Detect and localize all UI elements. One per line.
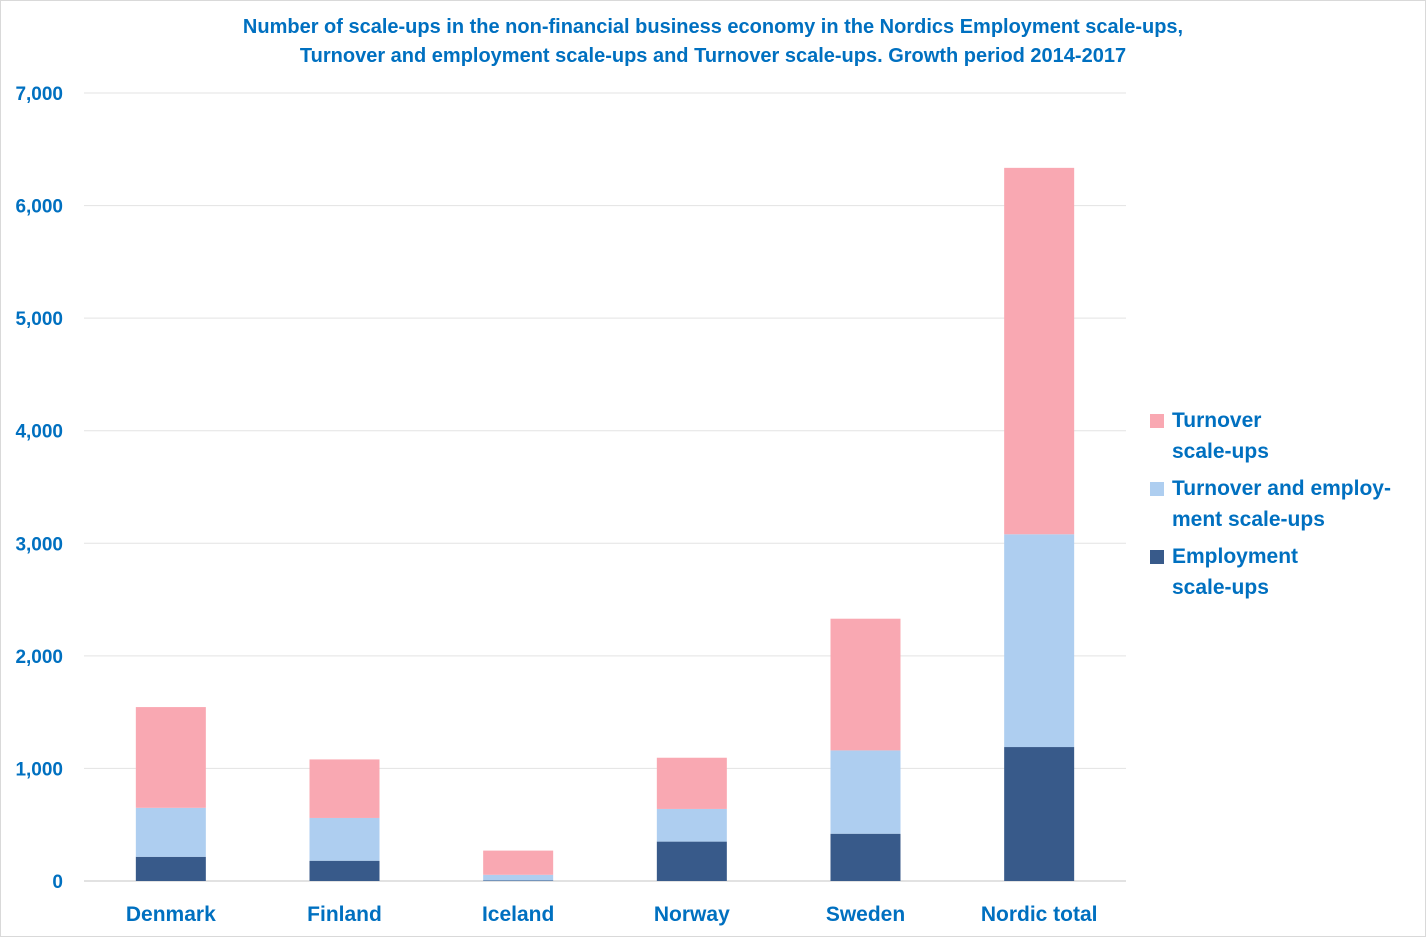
bar-segment-employment-scale-ups [483, 880, 554, 881]
legend-label: Turnover and employ- [1172, 477, 1391, 500]
legend-label: scale-ups [1172, 440, 1269, 463]
y-tick-label: 1,000 [15, 759, 63, 780]
chart-title-line-2: Turnover and employment scale-ups and Tu… [299, 45, 1127, 67]
bar-segment-employment-scale-ups [1004, 747, 1075, 881]
bar-segment-turnover-scale-ups [1004, 167, 1075, 535]
bar-segment-employment-scale-ups [656, 841, 727, 881]
legend-item-employment: Employment scale-ups [1150, 541, 1391, 603]
y-tick-label: 7,000 [15, 84, 63, 105]
legend-label: ment scale-ups [1172, 508, 1325, 531]
legend-label: scale-ups [1172, 576, 1269, 599]
legend-label: Turnover [1172, 409, 1262, 432]
x-tick-label: Nordic total [981, 903, 1098, 926]
legend-swatch-turnover [1150, 414, 1164, 428]
y-tick-label: 4,000 [15, 422, 63, 443]
x-tick-label: Iceland [482, 903, 554, 926]
bar-segment-turnover-scale-ups [483, 850, 554, 875]
bar-segment-turnover-and-employment-scale-ups [135, 807, 206, 857]
y-tick-label: 0 [52, 872, 63, 893]
bar-segment-turnover-and-employment-scale-ups [656, 808, 727, 842]
x-tick-label: Finland [307, 903, 382, 926]
bar-segment-turnover-scale-ups [830, 618, 901, 751]
legend-label: Employment [1172, 545, 1299, 568]
bar-segment-turnover-and-employment-scale-ups [483, 874, 554, 881]
y-tick-label: 6,000 [15, 197, 63, 218]
bar-segment-employment-scale-ups [309, 860, 380, 881]
chart-legend: Turnover scale-ups Turnover and employ- … [1150, 405, 1391, 609]
bar-segment-turnover-and-employment-scale-ups [830, 750, 901, 834]
legend-item-turnover-and-employment: Turnover and employ- ment scale-ups [1150, 473, 1391, 535]
y-tick-label: 3,000 [15, 534, 63, 555]
legend-swatch-employment [1150, 550, 1164, 564]
x-tick-label: Sweden [826, 903, 905, 926]
bar-segment-employment-scale-ups [135, 856, 206, 881]
legend-swatch-turnover-and-employment [1150, 482, 1164, 496]
bar-segment-turnover-scale-ups [309, 759, 380, 818]
y-tick-label: 5,000 [15, 309, 63, 330]
legend-item-turnover: Turnover scale-ups [1150, 405, 1391, 467]
x-tick-label: Denmark [126, 903, 216, 926]
bar-segment-turnover-scale-ups [135, 707, 206, 808]
bar-segment-employment-scale-ups [830, 833, 901, 881]
bar-segment-turnover-and-employment-scale-ups [1004, 534, 1075, 748]
chart-title-line-1: Number of scale-ups in the non-financial… [242, 16, 1184, 38]
x-tick-label: Norway [654, 903, 730, 926]
y-tick-label: 2,000 [15, 647, 63, 668]
bar-segment-turnover-and-employment-scale-ups [309, 817, 380, 861]
bar-segment-turnover-scale-ups [656, 757, 727, 809]
